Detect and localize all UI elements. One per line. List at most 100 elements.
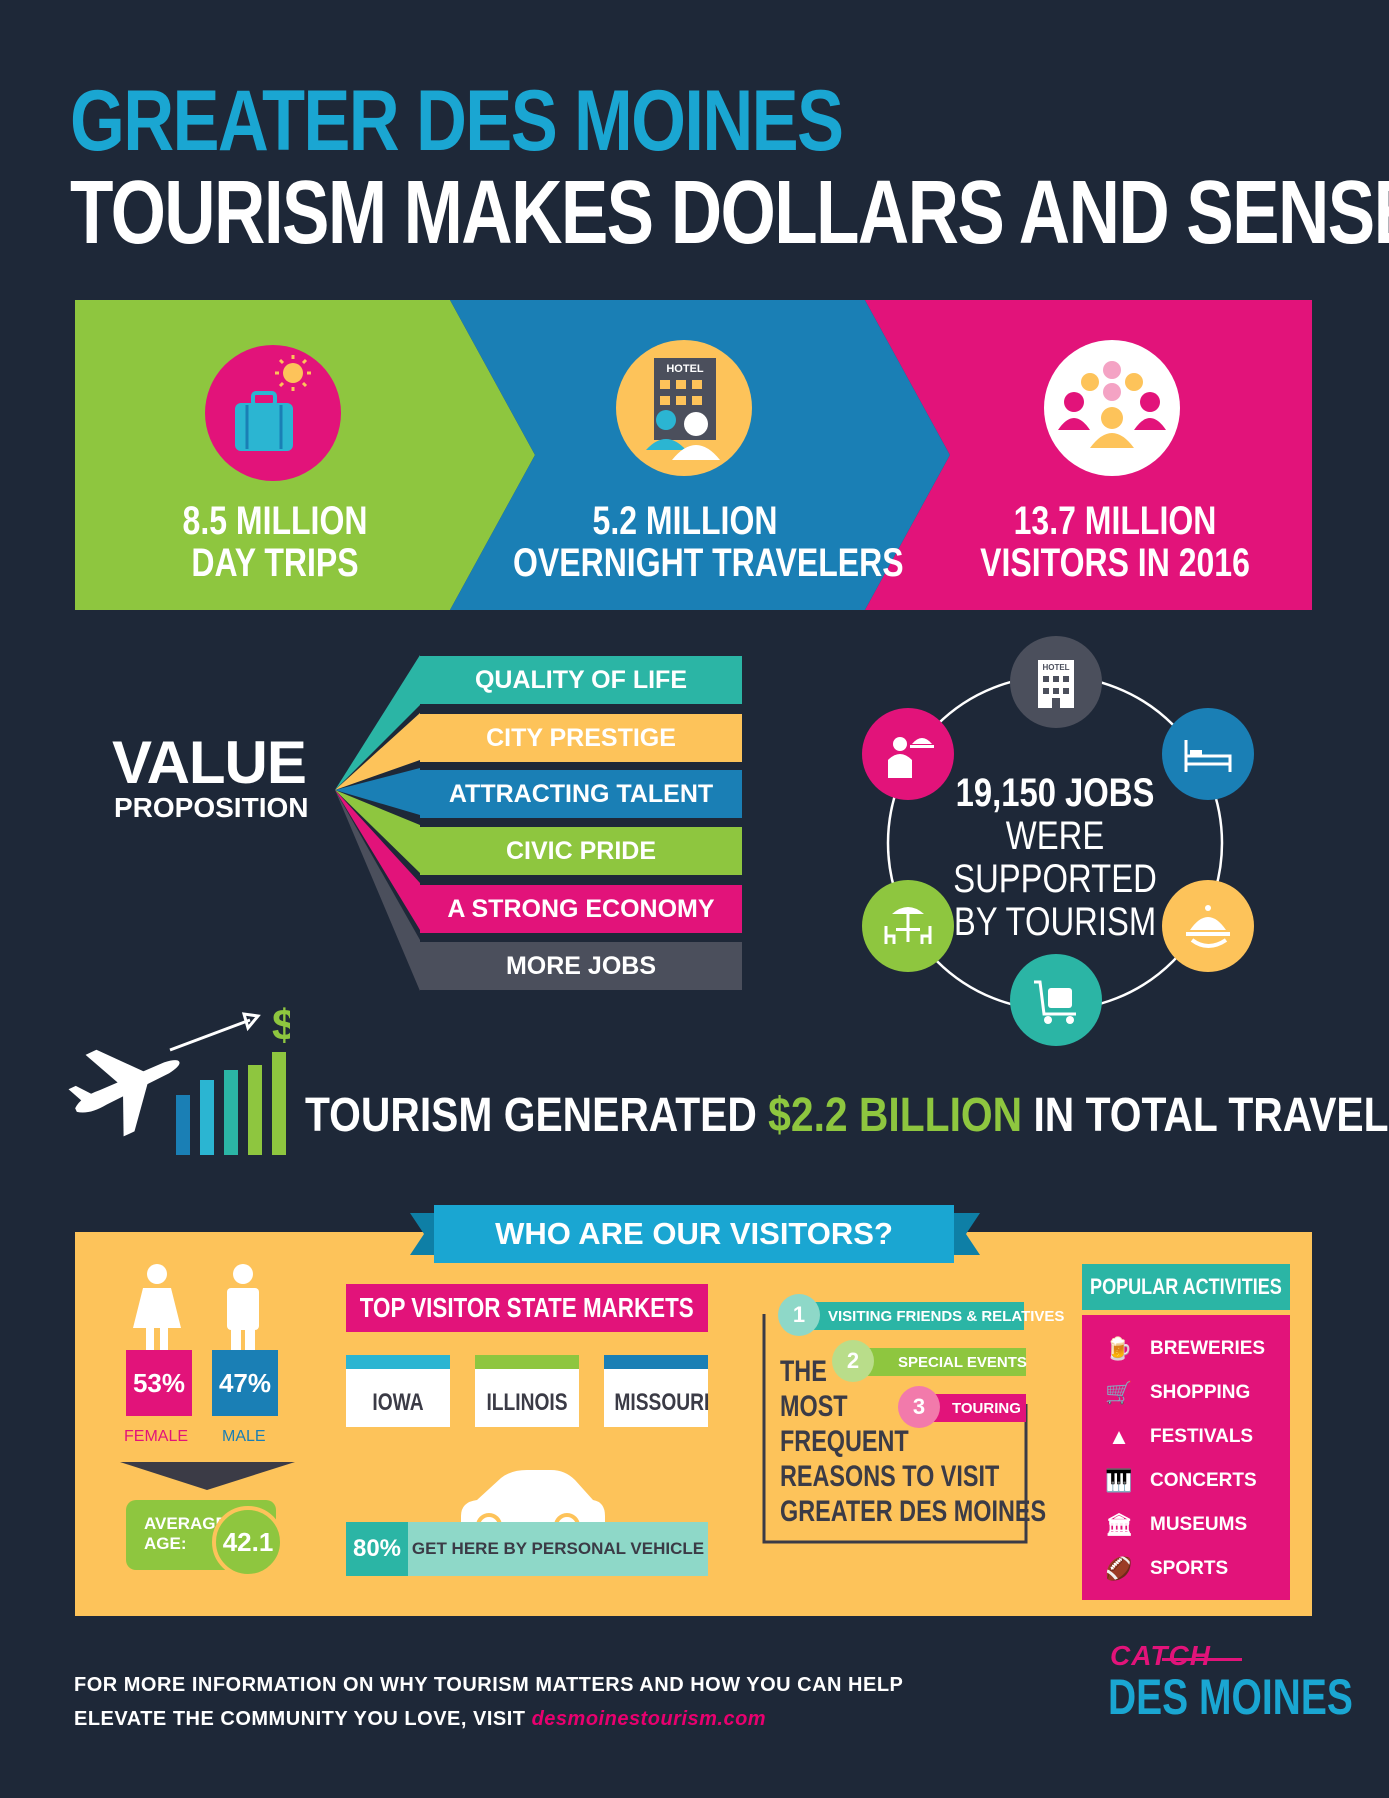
avg-age-value: 42.1 [212,1506,284,1578]
shopping-basket-icon: 🛒 [1105,1380,1133,1405]
growth-bar [272,1052,286,1155]
state-name: ILLINOIS [486,1389,568,1416]
hotel-icon-sign: HOTEL [1042,663,1069,672]
plane-growth-graphic: $ [68,1001,290,1155]
stat-visitors: 13.7 MILLION VISITORS IN 2016 [959,500,1271,584]
festival-icon: ▲ [1108,1424,1130,1449]
avg-age-label-2: AGE: [144,1534,187,1553]
female-icon [133,1264,181,1360]
reasons-bracket [762,1314,1028,1544]
reasons-caption-line: FREQUENT [780,1425,909,1458]
state-name: MISSOURI [614,1389,710,1416]
activity-label: MUSEUMS [1150,1514,1248,1535]
growth-bar [200,1080,214,1155]
stat-overnight: 5.2 MILLION OVERNIGHT TRAVELERS [513,499,904,585]
top-markets-title-text: TOP VISITOR STATE MARKETS [360,1292,694,1323]
hotel-guests-icon: HOTEL [616,340,752,476]
activity-breweries: 🍺 BREWERIES [1104,1334,1265,1364]
hotel-icon: HOTEL [1010,636,1102,728]
stat-overnight-label: OVERNIGHT TRAVELERS [513,541,904,585]
stat-visitors-label: VISITORS IN 2016 [980,541,1250,585]
activity-festivals: ▲ FESTIVALS [1104,1422,1253,1452]
reason-1: VISITING FRIENDS & RELATIVES [798,1302,1064,1330]
page-title-city: GREATER DES MOINES [70,73,844,169]
stat-day-trips: 8.5 MILLION DAY TRIPS [135,500,415,584]
vehicle-text: GET HERE BY PERSONAL VEHICLE [408,1522,708,1576]
luggage-cart-icon [1010,954,1102,1046]
logo-catch: CATCH [1110,1640,1211,1671]
value-subtitle: PROPOSITION [114,792,309,823]
outdoor-dining-icon [862,880,954,972]
top-markets-title: TOP VISITOR STATE MARKETS [346,1284,708,1332]
value-title: VALUE [112,729,307,796]
vehicle-percent: 80% [346,1522,408,1576]
stat-day-trips-label: DAY TRIPS [191,541,359,585]
activity-label: SPORTS [1150,1558,1229,1579]
reasons-caption-line: MOST [780,1390,848,1423]
activities-title-text: POPULAR ACTIVITIES [1090,1274,1282,1299]
female-label: FEMALE [124,1428,189,1445]
spending-suffix: IN TOTAL TRAVEL SPENDING [1033,1089,1389,1142]
activity-label: BREWERIES [1150,1338,1266,1359]
spending-prefix: TOURISM GENERATED [305,1089,769,1142]
activities-title: POPULAR ACTIVITIES [1082,1264,1290,1310]
female-percent: 53% [126,1350,192,1416]
visitors-banner: WHO ARE OUR VISITORS? [434,1205,954,1263]
male-percent: 47% [212,1350,278,1416]
dollar-sign-icon: $ [272,1001,290,1050]
activity-label: CONCERTS [1150,1470,1257,1491]
growth-bar [248,1065,262,1155]
reason-3-number: 3 [898,1386,940,1428]
value-fan [335,655,420,991]
activity-shopping: 🛒 SHOPPING [1104,1378,1250,1408]
footer-text: FOR MORE INFORMATION ON WHY TOURISM MATT… [74,1668,903,1736]
reason-2-number: 2 [832,1340,874,1382]
state-name: IOWA [372,1389,424,1416]
activity-label: FESTIVALS [1150,1426,1254,1447]
activity-label: SHOPPING [1150,1382,1251,1403]
male-label: MALE [222,1428,266,1445]
stat-visitors-value: 13.7 MILLION [1013,499,1217,543]
crowd-icon [1044,340,1180,476]
male-icon [227,1264,259,1364]
footer-line2: ELEVATE THE COMMUNITY YOU LOVE, VISIT [74,1708,532,1730]
jobs-supported-text: 19,150 JOBS WERE SUPPORTED BY TOURISM [932,772,1178,944]
gender-figures [133,1264,259,1364]
reason-1-number: 1 [778,1294,820,1336]
value-item-strong-economy: A STRONG ECONOMY [420,885,742,933]
value-item-city-prestige: CITY PRESTIGE [420,714,742,762]
activities-list [1082,1315,1290,1600]
museum-icon: 🏛 [1105,1512,1133,1537]
value-item-civic-pride: CIVIC PRIDE [420,827,742,875]
page-title: TOURISM MAKES DOLLARS AND SENSE [70,163,1389,263]
value-item-attracting-talent: ATTRACTING TALENT [420,770,742,818]
reasons-caption-line: GREATER DES MOINES [780,1495,1047,1528]
footer-line1: FOR MORE INFORMATION ON WHY TOURISM MATT… [74,1674,904,1696]
age-divider-arrow [120,1462,295,1490]
activity-museums: 🏛 MUSEUMS [1104,1510,1247,1540]
piano-icon: 🎹 [1105,1468,1133,1493]
catch-des-moines-logo: CATCH DES MOINES [1100,1640,1353,1726]
beer-mug-icon: 🍺 [1105,1336,1133,1361]
value-item-quality-of-life: QUALITY OF LIFE [420,656,742,704]
growth-bar [176,1095,190,1155]
hotel-sign-text: HOTEL [666,363,704,375]
stat-overnight-value: 5.2 MILLION [592,499,778,543]
growth-arrow [169,1018,251,1052]
state-card-missouri: MISSOURI [604,1355,710,1427]
vehicle-stat: 80% GET HERE BY PERSONAL VEHICLE [346,1522,708,1576]
spending-amount: $2.2 BILLION [768,1089,1023,1142]
reasons-caption: THE MOST FREQUENT REASONS TO VISIT GREAT… [780,1354,1046,1529]
airplane-icon [68,1049,180,1137]
reason-2: SPECIAL EVENTS [850,1348,1027,1376]
waiter-icon [862,708,954,800]
jobs-count: 19,150 JOBS [955,771,1155,815]
spending-headline: TOURISM GENERATED $2.2 BILLION IN TOTAL … [305,1088,1389,1143]
logo-underline [1162,1658,1242,1661]
reasons-caption-line: THE [780,1355,827,1388]
footer-link[interactable]: desmoinestourism.com [531,1708,767,1730]
football-icon: 🏈 [1105,1556,1133,1581]
stat-day-trips-value: 8.5 MILLION [182,499,368,543]
jobs-line3: BY TOURISM [953,900,1157,944]
activity-concerts: 🎹 CONCERTS [1104,1466,1257,1496]
